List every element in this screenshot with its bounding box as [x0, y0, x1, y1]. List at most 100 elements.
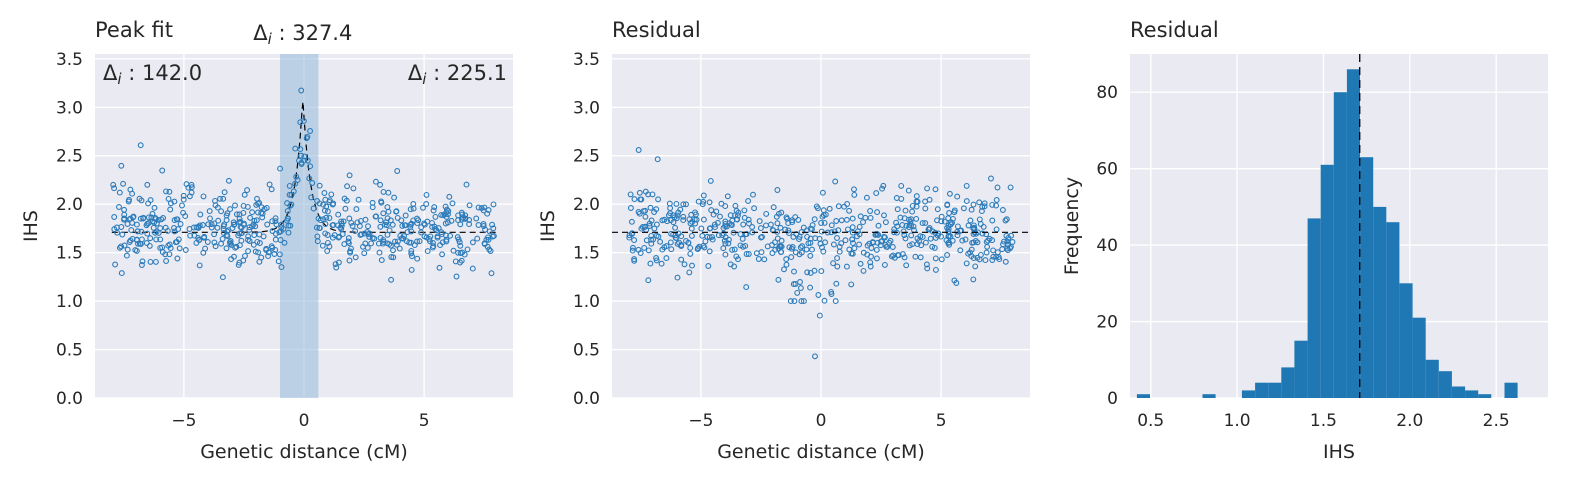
- data-point: [264, 221, 271, 228]
- data-point: [688, 232, 695, 239]
- data-point: [722, 234, 729, 241]
- data-point: [635, 209, 642, 215]
- data-point: [828, 222, 835, 229]
- data-point: [867, 259, 874, 266]
- x-tick-label: −5: [171, 411, 196, 431]
- data-point: [456, 239, 463, 246]
- data-point: [663, 255, 670, 262]
- data-point: [488, 270, 495, 277]
- data-point: [439, 251, 446, 258]
- data-point: [180, 209, 187, 216]
- data-point: [657, 238, 664, 245]
- data-point: [138, 262, 145, 268]
- data-point: [822, 239, 829, 246]
- data-point: [268, 186, 275, 193]
- annotation-delta: Δi : 327.4: [253, 21, 352, 48]
- data-point: [253, 201, 260, 208]
- data-point: [220, 230, 227, 236]
- data-point: [341, 241, 348, 248]
- data-point: [663, 243, 670, 250]
- data-point: [469, 265, 476, 272]
- data-point: [835, 203, 842, 210]
- data-point: [345, 235, 352, 242]
- data-point: [323, 203, 330, 210]
- data-point: [838, 217, 845, 224]
- data-point: [916, 238, 922, 245]
- data-point: [789, 217, 796, 224]
- data-point: [994, 184, 1001, 191]
- x-tick-label: 2.5: [1483, 411, 1510, 431]
- data-point: [740, 243, 747, 250]
- data-point: [821, 297, 828, 304]
- data-point: [307, 128, 314, 134]
- data-point: [436, 264, 443, 271]
- data-point: [867, 214, 874, 221]
- data-point: [445, 208, 452, 215]
- data-point: [655, 196, 662, 203]
- data-point: [706, 199, 713, 206]
- data-point: [811, 267, 818, 274]
- data-point: [868, 245, 875, 251]
- data-point: [830, 241, 837, 248]
- data-point: [891, 226, 898, 233]
- data-point: [217, 195, 223, 202]
- y-tick-label: 0.5: [573, 341, 600, 361]
- data-point: [731, 246, 738, 253]
- data-point: [138, 236, 145, 243]
- delta-value: : 225.1: [426, 61, 507, 85]
- data-point: [774, 235, 781, 242]
- data-point: [246, 224, 253, 231]
- data-point: [266, 249, 272, 256]
- data-point: [913, 198, 920, 205]
- data-point: [403, 238, 410, 245]
- delta-subscript: i: [117, 70, 122, 88]
- data-point: [373, 213, 380, 220]
- data-point: [174, 255, 181, 262]
- data-point: [989, 201, 996, 208]
- data-point: [129, 235, 136, 242]
- data-point: [970, 225, 977, 232]
- data-point: [790, 233, 797, 240]
- data-point: [211, 239, 218, 246]
- data-point: [353, 206, 360, 213]
- data-point: [878, 238, 885, 245]
- data-point: [698, 225, 705, 232]
- data-point: [266, 181, 273, 188]
- data-point: [629, 244, 636, 251]
- data-point: [377, 223, 384, 230]
- data-point: [873, 190, 880, 197]
- histogram-bar: [1360, 157, 1374, 398]
- x-axis-label: Genetic distance (cM): [200, 441, 408, 463]
- data-point: [455, 236, 462, 243]
- data-point: [994, 249, 1001, 256]
- data-point: [250, 241, 257, 248]
- data-point: [635, 147, 642, 153]
- data-point: [144, 181, 151, 188]
- data-point: [830, 260, 837, 267]
- data-point: [981, 203, 988, 210]
- histogram-bar: [1241, 390, 1255, 398]
- data-point: [389, 221, 396, 228]
- data-point: [228, 256, 235, 263]
- data-point: [727, 261, 734, 268]
- data-point: [455, 212, 462, 219]
- data-point: [774, 220, 781, 227]
- data-point: [894, 206, 901, 213]
- data-point: [900, 228, 907, 235]
- data-point: [118, 270, 125, 277]
- data-point: [329, 201, 336, 208]
- data-point: [687, 244, 694, 251]
- data-point: [335, 222, 342, 229]
- data-point: [637, 196, 644, 203]
- histogram-bar: [1425, 359, 1439, 398]
- data-point: [352, 254, 359, 261]
- data-point: [832, 178, 839, 185]
- data-point: [678, 233, 685, 240]
- data-point: [187, 232, 194, 239]
- data-point: [144, 230, 151, 237]
- data-point: [792, 214, 799, 221]
- data-point: [645, 247, 652, 254]
- data-point: [110, 181, 117, 188]
- data-point: [258, 209, 265, 216]
- data-point: [475, 204, 482, 211]
